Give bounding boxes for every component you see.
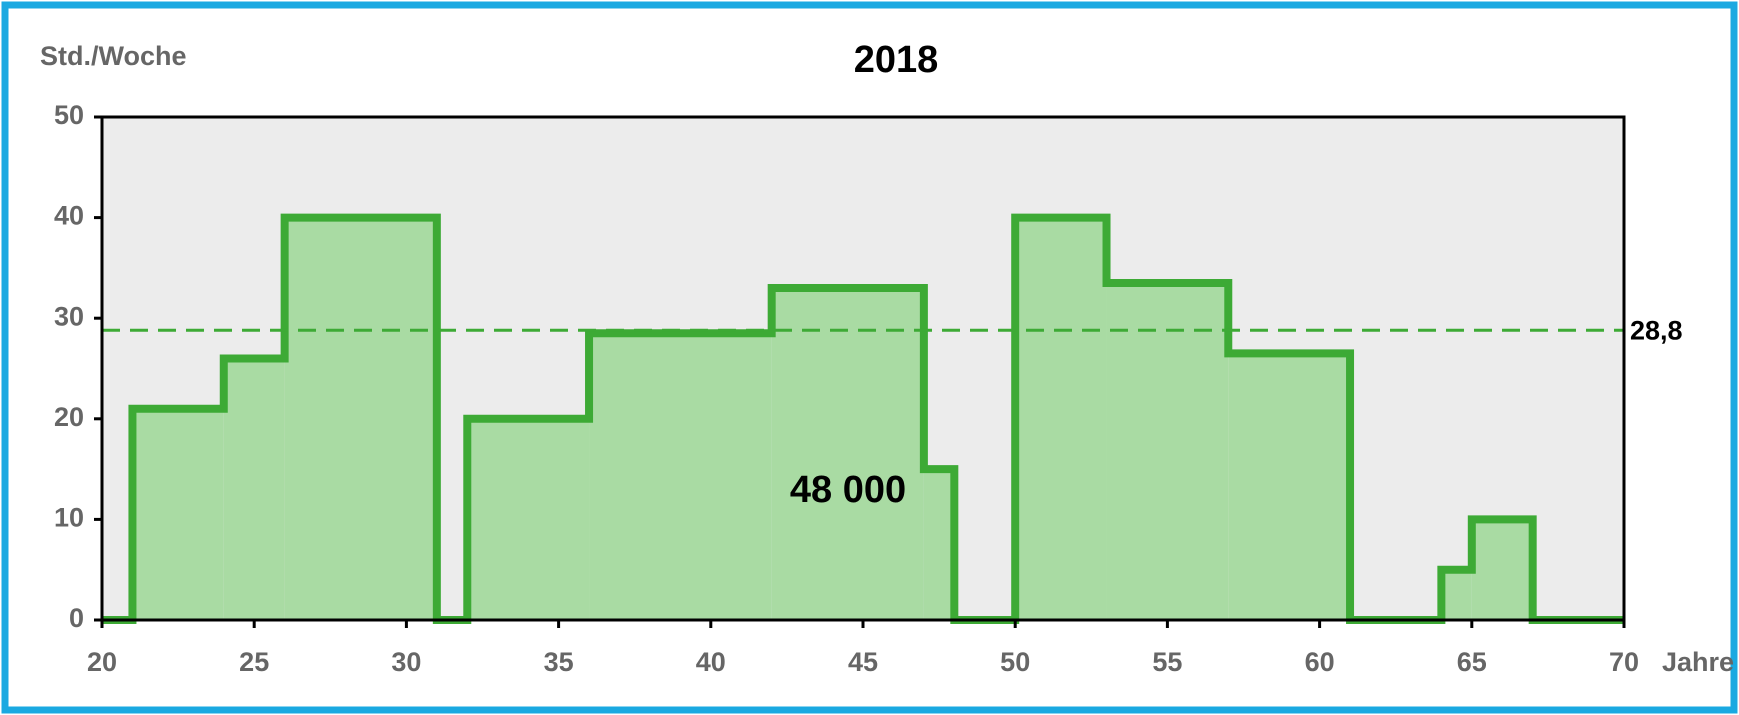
step-bar	[589, 333, 772, 620]
step-bar	[1441, 569, 1472, 620]
step-bar	[1015, 217, 1107, 620]
step-bar	[923, 469, 955, 620]
step-bar	[467, 418, 590, 620]
reference-label: 28,8	[1630, 315, 1683, 345]
x-tick-label: 25	[239, 647, 269, 677]
x-tick-label: 45	[848, 647, 878, 677]
y-tick-label: 20	[54, 402, 84, 432]
step-bar	[771, 288, 924, 620]
y-tick-label: 40	[54, 201, 84, 231]
x-tick-label: 65	[1457, 647, 1487, 677]
x-tick-label: 60	[1305, 647, 1335, 677]
y-tick-label: 10	[54, 503, 84, 533]
x-tick-label: 55	[1152, 647, 1182, 677]
x-tick-label: 40	[696, 647, 726, 677]
step-bar	[223, 358, 285, 620]
step-bar	[284, 217, 437, 620]
x-tick-label: 50	[1000, 647, 1030, 677]
annotation: 48 000	[790, 469, 906, 511]
x-tick-label: 35	[544, 647, 574, 677]
x-tick-label: 70	[1609, 647, 1639, 677]
y-tick-label: 30	[54, 301, 84, 331]
x-tick-label: 20	[87, 647, 117, 677]
step-bar	[1471, 519, 1533, 620]
y-axis-label: Std./Woche	[40, 41, 187, 71]
x-axis-label: Jahre	[1662, 647, 1734, 677]
y-tick-label: 50	[54, 100, 84, 130]
y-tick-label: 0	[69, 603, 84, 633]
step-bar	[132, 408, 224, 620]
step-outline	[102, 213, 1624, 624]
step-bar	[1106, 282, 1229, 620]
x-tick-label: 30	[391, 647, 421, 677]
step-bar	[1228, 353, 1351, 620]
chart-title: 2018	[854, 39, 939, 81]
